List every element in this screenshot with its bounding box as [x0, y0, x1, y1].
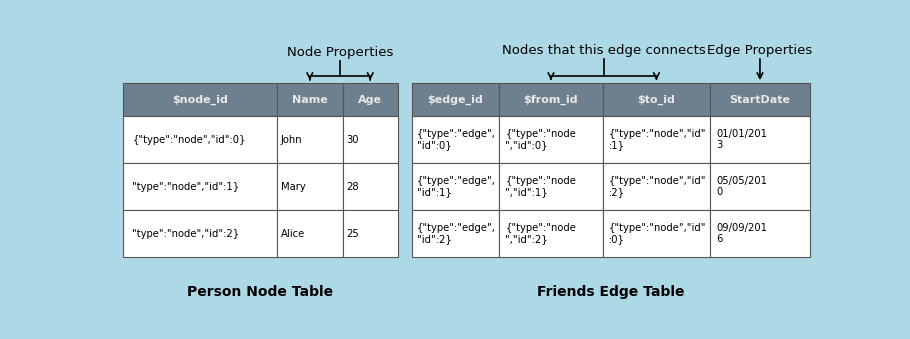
Text: StartDate: StartDate [730, 95, 791, 104]
Text: Name: Name [292, 95, 328, 104]
Text: {"type":"node
","id":0}: {"type":"node ","id":0} [505, 129, 576, 151]
Text: $edge_id: $edge_id [428, 95, 483, 105]
Bar [277, 163, 343, 210]
Text: 01/01/201
3: 01/01/201 3 [716, 129, 767, 151]
Bar [277, 83, 343, 116]
Bar [602, 116, 710, 163]
Bar [500, 116, 602, 163]
Bar [602, 83, 710, 116]
Bar [710, 116, 810, 163]
Bar [411, 83, 500, 116]
Bar [277, 210, 343, 257]
Text: Alice: Alice [281, 228, 305, 239]
Text: {"type":"node
","id":1}: {"type":"node ","id":1} [505, 176, 576, 197]
Text: Mary: Mary [281, 182, 306, 192]
Bar [710, 210, 810, 257]
Bar [602, 210, 710, 257]
Bar [123, 116, 277, 163]
Bar [343, 116, 398, 163]
Text: 28: 28 [346, 182, 359, 192]
Text: 09/09/201
6: 09/09/201 6 [716, 223, 767, 244]
Bar [500, 163, 602, 210]
Bar [710, 83, 810, 116]
Bar [411, 116, 500, 163]
Text: $from_id: $from_id [523, 95, 578, 105]
Bar [343, 83, 398, 116]
Text: $to_id: $to_id [638, 95, 675, 105]
Text: 25: 25 [346, 228, 359, 239]
Text: {"type":"edge",
"id":0}: {"type":"edge", "id":0} [417, 129, 496, 151]
Bar [123, 83, 277, 116]
Bar [710, 163, 810, 210]
Text: {"type":"node","id":0}: {"type":"node","id":0} [132, 135, 246, 145]
Text: 30: 30 [346, 135, 359, 145]
Text: John: John [281, 135, 302, 145]
Bar [411, 210, 500, 257]
Text: Node Properties: Node Properties [287, 46, 393, 59]
Text: {"type":"node","id"
:1}: {"type":"node","id" :1} [609, 129, 707, 151]
Bar [123, 210, 277, 257]
Bar [277, 116, 343, 163]
Text: {"type":"node
","id":2}: {"type":"node ","id":2} [505, 223, 576, 244]
Text: {"type":"edge",
"id":1}: {"type":"edge", "id":1} [417, 176, 496, 197]
Text: "type":"node","id":2}: "type":"node","id":2} [132, 228, 239, 239]
Text: Friends Edge Table: Friends Edge Table [537, 285, 684, 299]
Bar [123, 163, 277, 210]
Bar [500, 210, 602, 257]
Bar [602, 163, 710, 210]
Text: Age: Age [359, 95, 382, 104]
Bar [500, 83, 602, 116]
Bar [343, 210, 398, 257]
Text: {"type":"node","id"
:0}: {"type":"node","id" :0} [609, 223, 707, 244]
Bar [343, 163, 398, 210]
Text: Person Node Table: Person Node Table [187, 285, 333, 299]
Text: $node_id: $node_id [172, 95, 228, 105]
Text: {"type":"edge",
"id":2}: {"type":"edge", "id":2} [417, 223, 496, 244]
Text: Edge Properties: Edge Properties [707, 44, 813, 57]
Text: {"type":"node","id"
:2}: {"type":"node","id" :2} [609, 176, 707, 197]
Text: Nodes that this edge connects: Nodes that this edge connects [501, 44, 705, 57]
Bar [411, 163, 500, 210]
Text: "type":"node","id":1}: "type":"node","id":1} [132, 182, 239, 192]
Text: 05/05/201
0: 05/05/201 0 [716, 176, 767, 197]
